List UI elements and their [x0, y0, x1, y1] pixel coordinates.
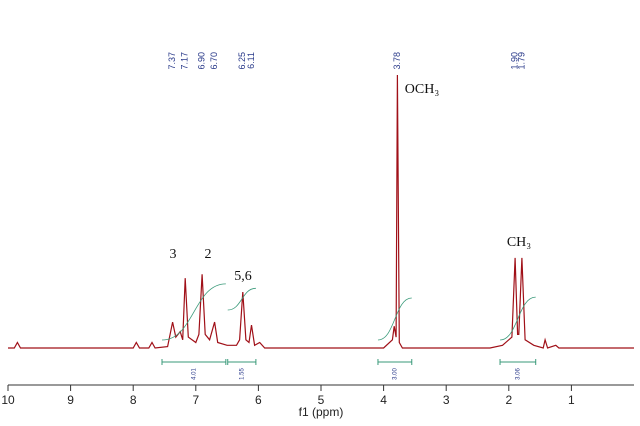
x-tick-label: 4 [380, 393, 387, 407]
peak-label: 3.78 [392, 52, 402, 70]
peak-label: 7.17 [180, 52, 190, 70]
x-tick-label: 8 [130, 393, 137, 407]
integral-curve [377, 297, 412, 341]
x-tick-label: 5 [318, 393, 325, 407]
peak-annotation: 3 [170, 247, 177, 262]
peak-label: 6.70 [209, 52, 219, 70]
integral-curve [499, 296, 536, 341]
integral-label: 3.00 [392, 368, 398, 380]
peak-label: 6.25 [237, 52, 247, 70]
x-tick-label: 7 [192, 393, 199, 407]
peak-label: 7.37 [167, 52, 177, 70]
peak-label: 6.90 [196, 52, 206, 70]
peak-label: 6.11 [246, 52, 256, 69]
integral-label: 1.55 [239, 368, 245, 380]
peak-annotation: 2 [205, 247, 212, 262]
peak-annotation: 5,6 [234, 269, 252, 284]
integral-label: 4.01 [191, 368, 197, 380]
x-tick-label: 9 [67, 393, 74, 407]
spectrum [8, 74, 634, 349]
peak-annotation: CH₃ [507, 235, 531, 250]
x-tick-label: 1 [568, 393, 575, 407]
peak-label: 1.90 [509, 52, 519, 70]
integral-label: 3.06 [515, 368, 521, 380]
x-tick-label: 3 [443, 393, 450, 407]
x-tick-label: 6 [255, 393, 262, 407]
integral-curve [161, 283, 226, 341]
integral-curve [227, 287, 256, 311]
x-axis-title: f1 (ppm) [299, 405, 344, 419]
x-tick-label: 2 [505, 393, 512, 407]
x-tick-label: 10 [1, 393, 15, 407]
peak-label: 1.79 [516, 52, 526, 70]
peak-annotation: OCH₃ [405, 82, 440, 97]
